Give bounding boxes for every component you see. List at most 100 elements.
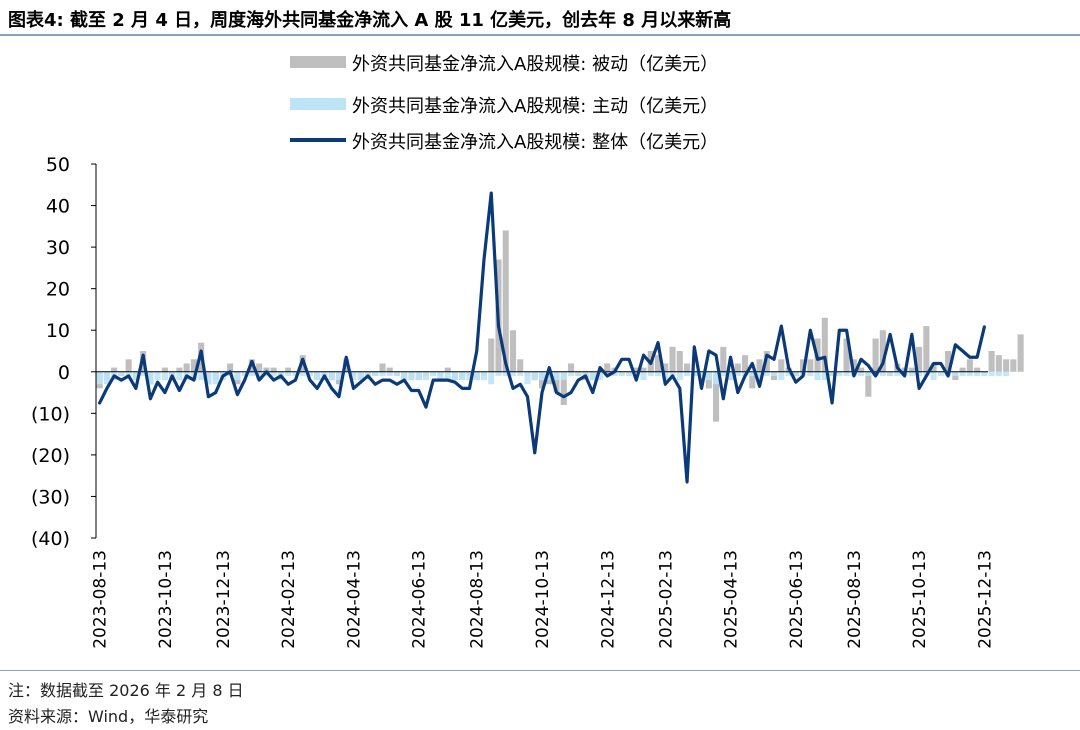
bar-active bbox=[103, 371, 110, 385]
bar-passive bbox=[176, 367, 183, 372]
bar-active bbox=[422, 371, 430, 381]
bar-passive bbox=[386, 367, 393, 372]
y-tick-label: (30) bbox=[31, 486, 70, 508]
bar-active bbox=[1003, 371, 1010, 376]
x-tick-label: 2023-12-13 bbox=[214, 550, 234, 649]
bar-active bbox=[553, 371, 560, 381]
bar-active bbox=[306, 371, 313, 376]
bar-active bbox=[248, 371, 255, 376]
bar-active bbox=[995, 371, 1002, 376]
bar-active bbox=[161, 371, 168, 381]
bar-passive bbox=[908, 367, 915, 372]
bar-active bbox=[952, 371, 959, 376]
legend-label-total: 外资共同基金净流入A股规模: 整体（亿美元） bbox=[352, 132, 719, 153]
bar-active bbox=[140, 371, 147, 376]
bar-passive bbox=[930, 363, 937, 372]
legend-line-total bbox=[290, 138, 346, 142]
bar-passive bbox=[749, 371, 756, 389]
figure-header: 图表4: 截至 2 月 4 日，周度海外共同基金净流入 A 股 11 亿美元，创… bbox=[0, 0, 1080, 38]
bar-active bbox=[908, 371, 915, 376]
bar-active bbox=[198, 371, 205, 381]
bar-passive bbox=[858, 367, 865, 372]
bar-passive bbox=[720, 346, 727, 372]
bar-passive bbox=[488, 338, 495, 372]
legend-swatch-passive bbox=[290, 56, 346, 68]
bar-active bbox=[509, 371, 517, 376]
bar-active bbox=[488, 371, 495, 385]
bar-active bbox=[125, 371, 132, 376]
bar-active bbox=[879, 371, 886, 376]
bar-passive bbox=[1003, 359, 1010, 372]
bar-passive bbox=[734, 363, 741, 372]
bar-passive bbox=[843, 338, 850, 372]
bar-passive bbox=[966, 359, 973, 372]
bar-active bbox=[430, 371, 437, 376]
bar-active bbox=[154, 371, 161, 381]
bar-active bbox=[415, 371, 422, 381]
bar-passive bbox=[959, 367, 966, 372]
bar-active bbox=[459, 371, 466, 381]
x-tick-label: 2025-10-13 bbox=[910, 550, 930, 649]
bar-active bbox=[727, 371, 734, 381]
x-tick-label: 2024-12-13 bbox=[598, 550, 618, 649]
bar-active bbox=[502, 371, 509, 376]
bar-active bbox=[633, 371, 640, 376]
bar-active bbox=[683, 371, 691, 376]
y-tick-label: 10 bbox=[46, 320, 70, 342]
bar-active bbox=[292, 371, 299, 376]
bar-active bbox=[698, 371, 705, 376]
bar-passive bbox=[633, 367, 640, 372]
bar-active bbox=[538, 371, 546, 381]
legend-label-active: 外资共同基金净流入A股规模: 主动（亿美元） bbox=[352, 96, 719, 117]
bar-passive bbox=[974, 367, 981, 372]
y-tick-label: 40 bbox=[46, 196, 70, 218]
bar-passive bbox=[800, 359, 807, 372]
bar-active bbox=[894, 371, 901, 376]
bar-active bbox=[763, 371, 770, 376]
bar-active bbox=[669, 371, 676, 376]
bar-active bbox=[546, 371, 553, 381]
x-tick-label: 2023-08-13 bbox=[91, 550, 111, 649]
footer-note: 注：数据截至 2026 年 2 月 8 日 bbox=[8, 681, 244, 700]
bar-active bbox=[118, 371, 125, 376]
bar-passive bbox=[161, 367, 168, 372]
x-tick-label: 2024-06-13 bbox=[410, 550, 430, 649]
legend-swatch-active bbox=[290, 98, 346, 110]
bar-active bbox=[647, 371, 654, 376]
bar-active bbox=[357, 371, 364, 381]
x-tick-label: 2025-12-13 bbox=[975, 550, 995, 649]
bar-active bbox=[473, 371, 480, 381]
bar-passive bbox=[256, 363, 263, 372]
bar-active bbox=[379, 371, 386, 376]
bar-active bbox=[560, 371, 567, 381]
x-tick-label: 2025-04-13 bbox=[722, 550, 742, 649]
bar-active bbox=[916, 371, 923, 376]
legend-label-passive: 外资共同基金净流入A股规模: 被动（亿美元） bbox=[352, 54, 719, 75]
bar-active bbox=[437, 371, 444, 381]
bar-passive bbox=[821, 317, 828, 372]
bar-active bbox=[270, 371, 277, 376]
bar-active bbox=[814, 371, 821, 381]
bar-passive bbox=[509, 330, 517, 372]
y-tick-label: (40) bbox=[31, 528, 70, 550]
bar-passive bbox=[640, 367, 647, 372]
bar-passive bbox=[285, 367, 292, 372]
bar-active bbox=[792, 371, 799, 376]
series-line-total bbox=[98, 191, 986, 484]
bar-active bbox=[843, 371, 850, 376]
bar-passive bbox=[916, 346, 923, 372]
bar-active bbox=[720, 371, 727, 376]
bar-active bbox=[611, 371, 618, 376]
bar-active bbox=[299, 371, 306, 376]
bar-active bbox=[959, 371, 966, 376]
bar-passive bbox=[742, 355, 749, 372]
bar-active bbox=[393, 371, 400, 376]
bar-active bbox=[408, 371, 415, 381]
bar-passive bbox=[270, 367, 277, 372]
x-tick-label: 2024-04-13 bbox=[344, 550, 364, 649]
bar-active bbox=[575, 371, 582, 376]
bar-passive bbox=[676, 351, 683, 372]
figure-title: 图表4: 截至 2 月 4 日，周度海外共同基金净流入 A 股 11 亿美元，创… bbox=[8, 10, 732, 31]
y-tick-label: 30 bbox=[46, 237, 70, 259]
bar-active bbox=[335, 371, 342, 381]
